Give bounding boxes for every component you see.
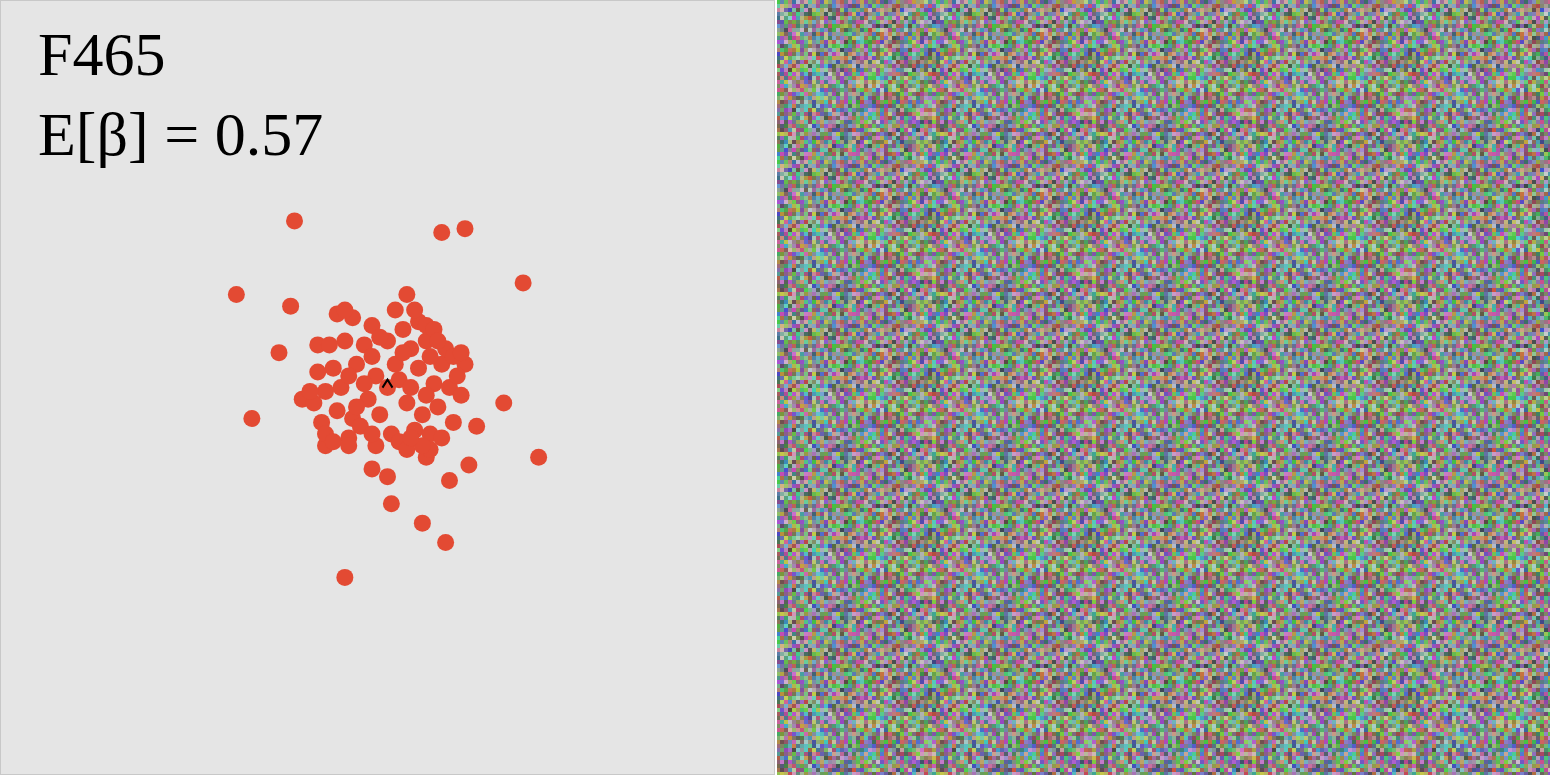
- point: [515, 274, 532, 291]
- plot-frame: [1, 1, 775, 775]
- point: [449, 367, 466, 384]
- point: [348, 398, 365, 415]
- point: [433, 429, 450, 446]
- point: [286, 212, 303, 229]
- point: [402, 429, 419, 446]
- point: [364, 348, 381, 365]
- title: F465: [38, 20, 165, 88]
- point: [457, 220, 474, 237]
- point: [302, 383, 319, 400]
- point: [387, 302, 404, 319]
- point: [422, 348, 439, 365]
- point: [329, 402, 346, 419]
- point: [282, 298, 299, 315]
- point: [437, 534, 454, 551]
- point: [340, 437, 357, 454]
- point: [453, 387, 470, 404]
- point: [243, 410, 260, 427]
- point: [325, 360, 342, 377]
- point: [325, 433, 342, 450]
- point: [395, 344, 412, 361]
- point: [309, 364, 326, 381]
- point: [406, 302, 423, 319]
- point: [379, 468, 396, 485]
- point: [418, 387, 435, 404]
- point: [364, 460, 381, 477]
- point: [414, 406, 431, 423]
- point: [402, 379, 419, 396]
- point: [383, 495, 400, 512]
- point: [398, 286, 415, 303]
- point: [429, 333, 446, 350]
- figure: F465 E[β] = 0.57: [0, 0, 1550, 775]
- point: [468, 418, 485, 435]
- point: [364, 426, 381, 443]
- point: [228, 286, 245, 303]
- point: [371, 329, 388, 346]
- point: [395, 321, 412, 338]
- point: [495, 395, 512, 412]
- point: [414, 515, 431, 532]
- point: [453, 344, 470, 361]
- center-marker: [383, 380, 393, 388]
- point: [271, 344, 288, 361]
- point: [336, 302, 353, 319]
- point: [445, 414, 462, 431]
- point: [321, 336, 338, 353]
- point: [356, 375, 373, 392]
- point: [340, 367, 357, 384]
- point: [530, 449, 547, 466]
- point: [371, 406, 388, 423]
- point: [441, 472, 458, 489]
- point: [336, 569, 353, 586]
- point: [398, 395, 415, 412]
- noise-image: [777, 0, 1550, 775]
- point: [336, 333, 353, 350]
- subtitle: E[β] = 0.57: [38, 100, 323, 168]
- point: [433, 224, 450, 241]
- points: [228, 212, 547, 586]
- point: [460, 457, 477, 474]
